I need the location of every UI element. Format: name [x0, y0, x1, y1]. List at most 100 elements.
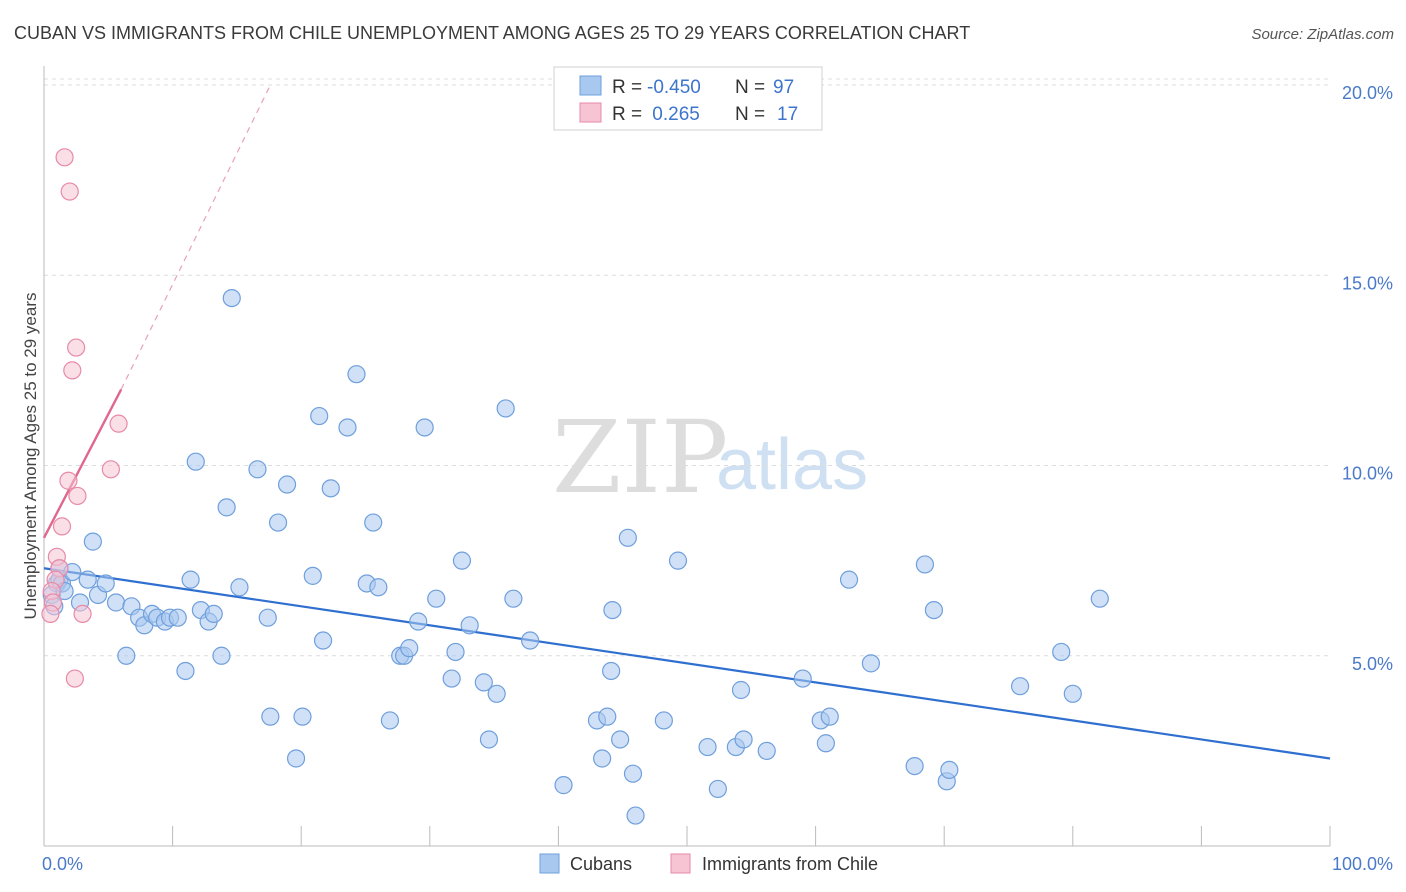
cubans-point: [940, 760, 959, 780]
y-tick-label-3: 20.0%: [1342, 83, 1393, 103]
cubans-point: [924, 600, 944, 620]
chile-point: [60, 182, 79, 201]
legend-n-value-chile: 17: [777, 104, 798, 125]
trend-lines: [42, 84, 1331, 760]
chile-point: [109, 414, 128, 433]
cubans-point: [83, 532, 102, 551]
cubans-point: [598, 707, 617, 726]
bottom-legend-label-cubans: Cubans: [570, 854, 632, 874]
y-tick-label-2: 15.0%: [1342, 273, 1393, 293]
cubans-point: [338, 418, 357, 437]
chile-points: [41, 148, 128, 688]
cubans-point: [186, 452, 205, 471]
chart-title: CUBAN VS IMMIGRANTS FROM CHILE UNEMPLOYM…: [14, 23, 970, 43]
cubans-point: [217, 498, 236, 517]
legend-box: R = -0.450 N = 97 R = 0.265 N = 17: [553, 66, 823, 131]
cubans-point: [442, 669, 461, 688]
gridlines: [44, 78, 1330, 657]
cubans-point: [816, 734, 835, 753]
watermark-atlas: atlas: [716, 425, 868, 505]
cubans-point: [310, 406, 329, 426]
cubans-point: [204, 604, 223, 624]
cubans-trend-line: [43, 567, 1331, 760]
cubans-point: [504, 589, 523, 608]
legend-r-value-cubans: -0.450: [647, 77, 701, 98]
cubans-point: [611, 730, 630, 749]
legend-n-label-cubans: N =: [735, 77, 765, 98]
chile-point: [63, 361, 82, 380]
cubans-point: [268, 513, 288, 532]
cubans-point: [176, 661, 195, 681]
chile-point: [73, 604, 92, 624]
chile-trend-extension: [120, 84, 271, 390]
watermark-zip: ZIP: [552, 399, 728, 516]
cubans-point: [277, 475, 297, 494]
cubans-point: [820, 707, 839, 726]
cubans-point: [915, 555, 935, 574]
cubans-point: [313, 631, 333, 650]
cubans-point: [1052, 642, 1071, 662]
legend-swatch-chile: [579, 102, 602, 123]
cubans-point: [380, 711, 400, 730]
y-tick-labels: 5.0% 10.0% 15.0% 20.0%: [1342, 83, 1393, 674]
cubans-point: [222, 288, 241, 308]
cubans-point: [452, 551, 472, 570]
cubans-point: [708, 779, 727, 799]
cubans-point: [839, 570, 859, 589]
bottom-legend-label-chile: Immigrants from Chile: [702, 854, 878, 874]
cubans-point: [618, 528, 637, 547]
chile-point: [68, 486, 87, 506]
y-axis-label: Unemployment Among Ages 25 to 29 years: [21, 293, 40, 620]
chile-point: [41, 604, 60, 624]
cubans-point: [369, 578, 388, 597]
cubans-point: [861, 654, 880, 673]
y-tick-label-0: 5.0%: [1352, 654, 1393, 674]
cubans-point: [106, 593, 126, 612]
cubans-point: [168, 608, 187, 627]
cubans-point: [731, 680, 751, 700]
cubans-point: [593, 749, 612, 768]
cubans-point: [230, 578, 249, 597]
cubans-point: [347, 365, 366, 384]
cubans-point: [415, 418, 434, 437]
cubans-point: [479, 730, 499, 749]
x-tick-label-1: 100.0%: [1332, 854, 1393, 874]
cubans-point: [248, 460, 267, 479]
chile-point: [52, 517, 72, 536]
x-tick-label-0: 0.0%: [42, 854, 83, 874]
bottom-legend-swatch-chile: [670, 853, 691, 874]
cubans-point: [293, 707, 312, 726]
axes: [43, 66, 1331, 847]
x-tick-labels: 0.0% 100.0%: [42, 854, 1393, 874]
y-tick-label-1: 10.0%: [1342, 464, 1393, 484]
cubans-points: [42, 288, 1109, 825]
legend-swatch-cubans: [579, 75, 602, 96]
cubans-point: [793, 669, 812, 688]
cubans-point: [1090, 589, 1109, 608]
chile-point: [59, 471, 78, 490]
cubans-point: [303, 566, 322, 585]
cubans-point: [78, 570, 97, 589]
cubans-point: [757, 741, 776, 760]
cubans-point: [602, 661, 621, 681]
cubans-point: [1063, 684, 1082, 703]
legend-r-value-chile: 0.265: [647, 104, 700, 125]
bottom-legend-swatch-cubans: [539, 853, 560, 874]
cubans-point: [261, 707, 280, 726]
legend-n-label-chile: N =: [735, 104, 765, 125]
cubans-point: [96, 574, 115, 593]
cubans-point: [554, 776, 573, 795]
cubans-point: [321, 479, 340, 498]
cubans-point: [603, 600, 622, 620]
cubans-point: [117, 646, 136, 665]
cubans-point: [521, 631, 540, 650]
cubans-point: [460, 616, 479, 635]
chile-point: [65, 669, 84, 688]
cubans-point: [258, 608, 277, 627]
chart-source: Source: ZipAtlas.com: [1251, 26, 1394, 43]
cubans-point: [734, 730, 753, 749]
cubans-point: [409, 612, 428, 631]
cubans-point: [286, 749, 306, 768]
cubans-point: [400, 639, 419, 658]
